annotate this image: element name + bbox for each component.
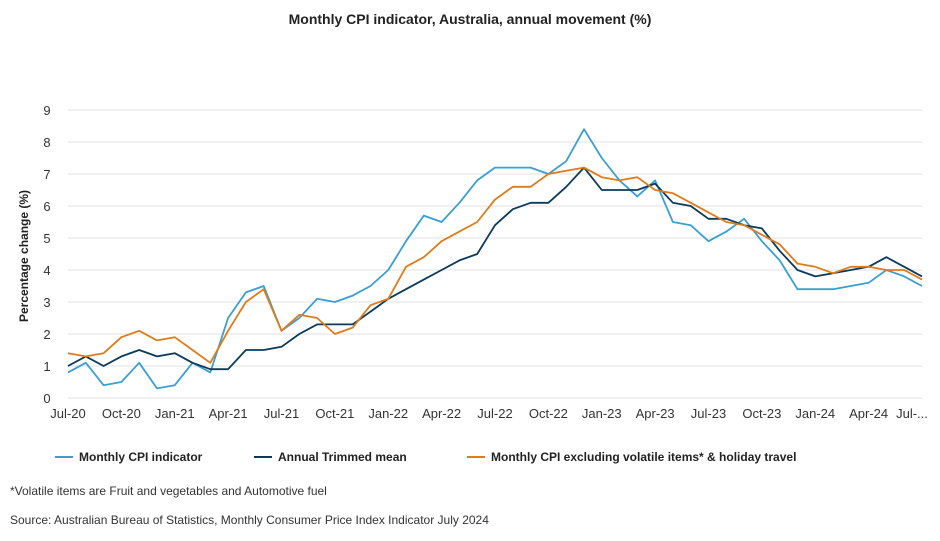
x-tick-label: Apr-21: [209, 406, 248, 421]
y-tick-label: 0: [43, 391, 50, 406]
y-tick-label: 5: [43, 231, 50, 246]
y-tick-label: 4: [43, 263, 50, 278]
legend-label: Monthly CPI indicator: [79, 450, 203, 464]
x-tick-label: Jul-21: [264, 406, 299, 421]
x-tick-label: Apr-24: [849, 406, 888, 421]
y-tick-label: 8: [43, 135, 50, 150]
y-tick-label: 7: [43, 167, 50, 182]
x-tick-label: Jul-20: [50, 406, 85, 421]
source-note: Source: Australian Bureau of Statistics,…: [10, 513, 489, 527]
y-tick-label: 9: [43, 103, 50, 118]
x-tick-label: Jan-22: [368, 406, 408, 421]
series-line-3: [67, 166, 923, 364]
series-line-1: [67, 128, 923, 390]
x-tick-label: Jul-...: [896, 406, 928, 421]
x-axis-ticks: Jul-20 Oct-20 Jan-21 Apr-21 Jul-21 Oct-21 Jan-…: [50, 406, 928, 421]
series-lines: [67, 128, 923, 390]
y-tick-label: 3: [43, 295, 50, 310]
chart-title: Monthly CPI indicator, Australia, annual…: [289, 11, 652, 27]
series-line-2: [67, 166, 923, 371]
x-tick-label: Jan-24: [795, 406, 835, 421]
y-tick-label: 2: [43, 327, 50, 342]
x-tick-label: Oct-21: [315, 406, 354, 421]
y-axis-label: Percentage change (%): [17, 190, 31, 322]
x-tick-label: Oct-22: [529, 406, 568, 421]
x-tick-label: Oct-23: [742, 406, 781, 421]
x-tick-label: Oct-20: [102, 406, 141, 421]
x-tick-label: Jan-23: [582, 406, 622, 421]
legend: Monthly CPI indicator Annual Trimmed mean…: [55, 450, 796, 464]
y-tick-label: 6: [43, 199, 50, 214]
gridlines: [68, 109, 922, 399]
x-tick-label: Apr-23: [636, 406, 675, 421]
x-tick-label: Apr-22: [422, 406, 461, 421]
y-tick-label: 1: [43, 359, 50, 374]
legend-label: Annual Trimmed mean: [278, 450, 407, 464]
x-tick-label: Jul-22: [477, 406, 512, 421]
footnote: *Volatile items are Fruit and vegetables…: [10, 484, 327, 498]
y-axis-ticks: 0 1 2 3 4 5 6 7 8 9: [43, 103, 50, 406]
x-tick-label: Jul-23: [691, 406, 726, 421]
x-tick-label: Jan-21: [155, 406, 195, 421]
legend-label: Monthly CPI excluding volatile items* & …: [491, 450, 796, 464]
